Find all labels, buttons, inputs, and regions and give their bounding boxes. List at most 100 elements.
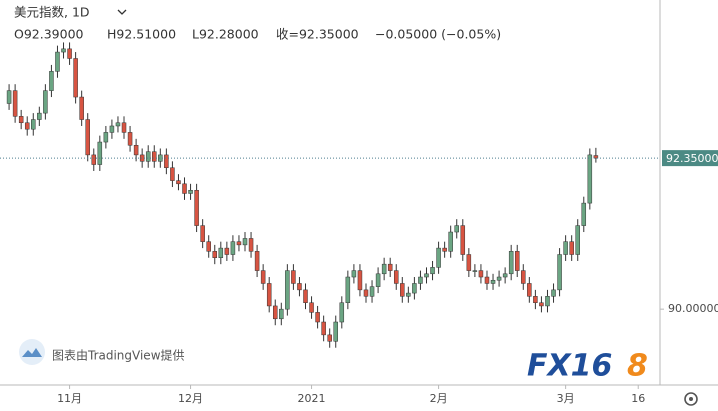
candle-body: [387, 263, 393, 271]
ohlc-low: L92.28000: [192, 27, 259, 42]
candle-body: [490, 279, 496, 284]
candle-body: [260, 270, 266, 284]
gear[interactable]: [684, 392, 698, 406]
plot: [6, 42, 599, 348]
candle-body: [393, 270, 399, 284]
candle-body: [200, 225, 205, 242]
x-tick-label: 2021: [298, 392, 326, 405]
candle-body: [170, 167, 175, 181]
candle-body: [418, 276, 423, 284]
x-tick-label: 3月: [557, 392, 575, 405]
candle-body: [333, 321, 338, 342]
x-tick-label: 11月: [57, 392, 82, 405]
symbol-dropdown[interactable]: [117, 9, 127, 15]
candle-body: [545, 296, 550, 307]
candle-body: [406, 292, 411, 297]
candle-body: [109, 125, 115, 133]
candle-body: [375, 273, 381, 287]
candle-body: [285, 270, 290, 310]
candle-body: [508, 251, 514, 275]
candle-body: [224, 247, 230, 255]
candle-body: [551, 289, 556, 297]
candle-body: [279, 308, 284, 320]
candle-body: [121, 122, 127, 133]
logo-accent: 8: [627, 349, 648, 384]
candle-body: [49, 71, 54, 91]
candle-body: [67, 48, 72, 59]
logo-main: FX16: [527, 349, 612, 384]
last-price-label: 92.35000: [666, 152, 718, 165]
candle-body: [400, 283, 405, 297]
candle-body: [496, 276, 502, 281]
candle-body: [18, 116, 24, 124]
candle-body: [61, 48, 66, 53]
candle-body: [55, 51, 60, 72]
candle-body: [363, 289, 369, 297]
candle-body: [85, 119, 90, 156]
candle-body: [230, 241, 236, 255]
candle-body: [103, 132, 109, 143]
candle-body: [31, 119, 36, 130]
ohlc-high: H92.51000: [107, 27, 176, 42]
candle-body: [254, 251, 260, 271]
x-tick-label: 2月: [430, 392, 448, 405]
candle-body: [369, 286, 375, 297]
ohlc-close: 收=92.35000: [276, 27, 359, 42]
candle-body: [79, 96, 84, 120]
gear-center[interactable]: [689, 397, 693, 401]
candle-body: [557, 254, 562, 291]
candle-body: [587, 154, 593, 204]
candle-body: [527, 283, 532, 297]
candle-body: [484, 276, 490, 284]
candle-body: [321, 321, 326, 336]
candle-body: [345, 276, 351, 303]
candle-body: [454, 225, 459, 233]
watermark-icon: [22, 348, 42, 357]
candle-body: [521, 270, 526, 284]
candle-body: [581, 202, 587, 226]
candle-body: [12, 90, 18, 117]
candle-body: [412, 283, 417, 294]
candle-body: [315, 312, 320, 323]
candle-body: [539, 302, 544, 307]
candle-body: [593, 155, 599, 159]
settings-button[interactable]: [684, 392, 698, 406]
candle-body: [339, 302, 345, 323]
candle-body: [357, 270, 363, 291]
candle-body: [206, 241, 211, 252]
candle-body: [381, 263, 387, 275]
x-tick-label: 16: [631, 392, 645, 405]
candle-body: [569, 241, 574, 255]
candle-body: [158, 154, 163, 162]
candle-body: [430, 267, 435, 275]
candle-body: [24, 122, 30, 130]
candle-body: [502, 273, 508, 278]
candle-body: [97, 141, 103, 165]
candle-body: [266, 283, 272, 307]
candle-body: [297, 283, 302, 291]
candle-body: [236, 241, 242, 246]
candle-body: [182, 183, 187, 194]
candle-body: [478, 270, 484, 278]
candle-body: [460, 225, 466, 255]
candle-body: [91, 154, 97, 165]
candle-body: [248, 238, 254, 252]
candle-body: [514, 251, 520, 271]
candle-body: [303, 289, 308, 303]
candle-body: [152, 151, 157, 162]
candle-body: [242, 238, 248, 246]
candle-body: [472, 270, 478, 272]
candle-body: [442, 247, 447, 252]
ohlc-open: O92.39000: [14, 27, 84, 42]
candle-body: [291, 270, 296, 284]
watermark: 图表由TradingView提供: [19, 339, 185, 365]
symbol[interactable]: 美元指数, 1D: [14, 5, 90, 20]
candle-body: [436, 247, 441, 268]
candle-body: [351, 270, 357, 278]
candle-body: [212, 251, 218, 258]
candle-body: [309, 302, 314, 313]
candle-body: [164, 154, 169, 169]
candle-body: [73, 58, 78, 98]
candle-body: [127, 132, 133, 146]
